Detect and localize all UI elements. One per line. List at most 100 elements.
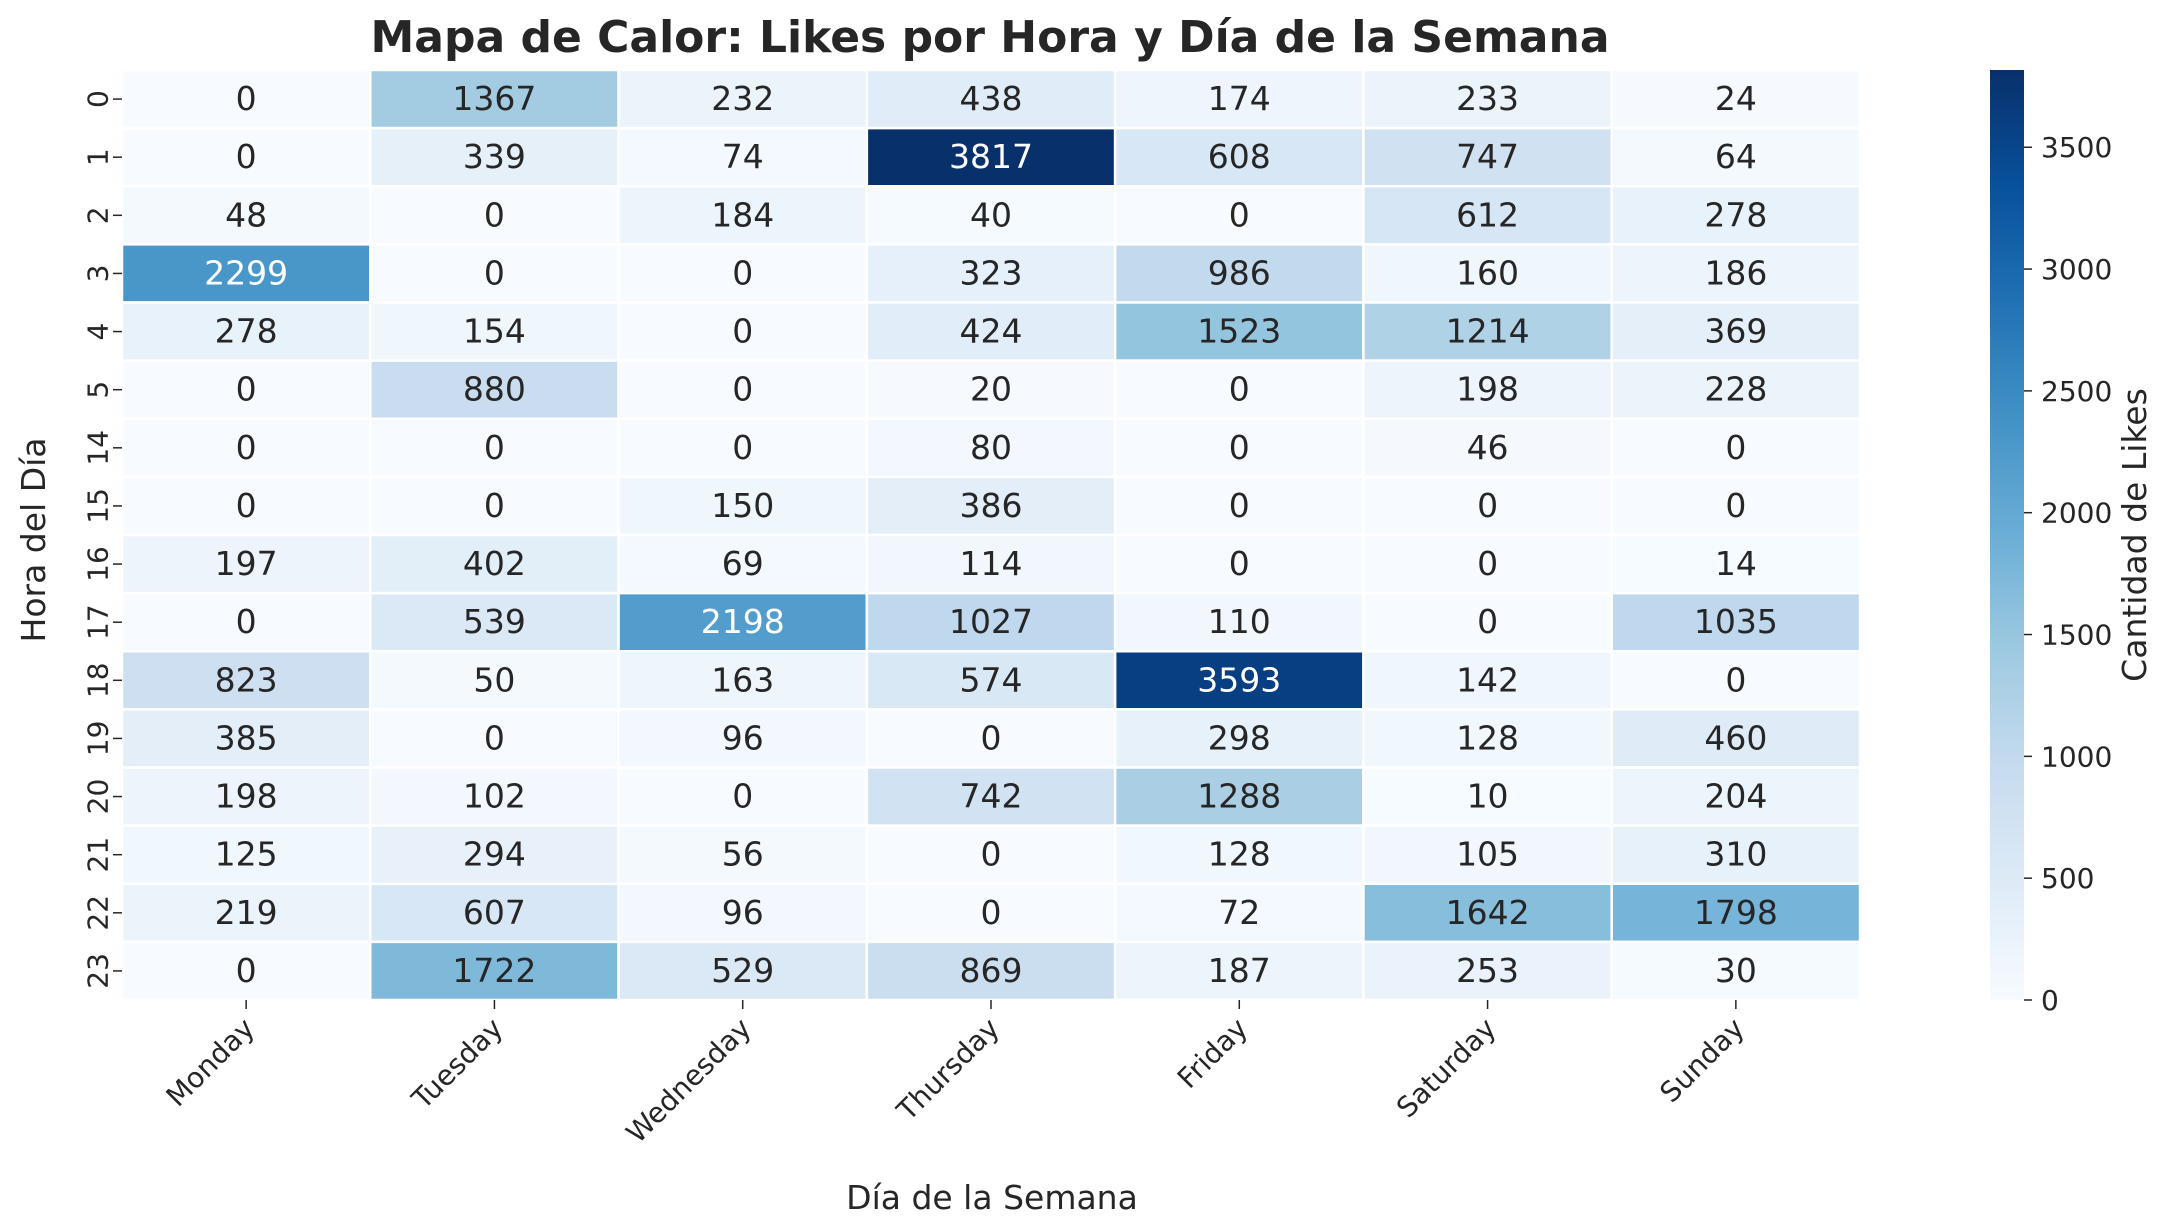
heatmap-cell (1362, 185, 1613, 246)
cell-value-label: 2299 (204, 253, 288, 292)
heatmap-cell (1610, 650, 1862, 711)
cell-value-label: 298 (1208, 718, 1271, 757)
heatmap-cell (1113, 417, 1365, 479)
cell-value-label: 539 (463, 602, 526, 641)
heatmap-cell (1113, 766, 1365, 827)
cell-value-label: 48 (225, 195, 267, 234)
heatmap-cell (1610, 766, 1862, 827)
heatmap-cell (1113, 359, 1365, 420)
cell-value-label: 80 (970, 428, 1012, 467)
colorbar-title: Cantidad de Likes (2115, 388, 2154, 682)
cell-value-label: 460 (1704, 718, 1767, 757)
heatmap-cell (1610, 417, 1862, 479)
heatmap-cell (617, 417, 869, 479)
cell-value-label: 96 (722, 893, 764, 932)
heatmap-cell (369, 243, 620, 304)
cell-value-label: 0 (1725, 428, 1746, 467)
cell-value-label: 184 (711, 195, 774, 234)
cell-value-label: 747 (1456, 137, 1519, 176)
y-tick-label: 17 (82, 604, 115, 640)
cell-value-label: 50 (473, 660, 515, 699)
cell-value-label: 0 (236, 137, 257, 176)
cell-value-label: 438 (960, 79, 1023, 118)
heatmap-cell (617, 766, 869, 827)
cell-value-label: 198 (215, 777, 278, 816)
cell-value-label: 0 (981, 893, 1002, 932)
cell-value-label: 198 (1456, 370, 1519, 409)
cell-value-label: 0 (236, 370, 257, 409)
heatmap-cell (1113, 940, 1365, 1002)
heatmap-cell (1362, 591, 1613, 653)
cell-value-label: 0 (236, 602, 257, 641)
cell-value-label: 402 (463, 544, 526, 583)
heatmap-cell (1362, 824, 1613, 885)
cell-value-label: 0 (484, 486, 505, 525)
y-tick-label: 23 (82, 953, 115, 989)
heatmap-cell (120, 766, 372, 827)
heatmap-cell (1362, 475, 1613, 537)
cell-value-label: 233 (1456, 79, 1519, 118)
cell-value-label: 30 (1715, 951, 1757, 990)
cell-value-label: 1288 (1197, 777, 1281, 816)
x-axis-title: Día de la Semana (846, 1178, 1138, 1217)
heatmap-cell (1113, 533, 1365, 595)
heatmap-cell (617, 301, 869, 362)
cell-value-label: 0 (1477, 544, 1498, 583)
heatmap-cell (1113, 824, 1365, 885)
cell-value-label: 880 (463, 370, 526, 409)
y-tick-label: 14 (82, 430, 115, 466)
y-tick-label: 18 (82, 662, 115, 698)
heatmap-cell (1610, 708, 1862, 769)
heatmap-cell (1113, 708, 1365, 769)
cell-value-label: 386 (960, 486, 1023, 525)
cell-value-label: 608 (1208, 137, 1271, 176)
heatmap-cell (865, 591, 1117, 653)
cell-value-label: 986 (1208, 253, 1271, 292)
heatmap-cell (369, 68, 620, 130)
heatmap-cell (617, 185, 869, 246)
heatmap-cell (120, 882, 372, 944)
heatmap-cell (865, 417, 1117, 479)
cell-value-label: 0 (1229, 195, 1250, 234)
heatmap-cell (1610, 882, 1862, 944)
x-axis-ticks: Monday Tuesday Wednesday Thursday Friday Satu… (160, 1000, 1751, 1150)
cell-value-label: 0 (732, 253, 753, 292)
cell-value-label: 24 (1715, 79, 1757, 118)
heatmap-cell (120, 359, 372, 420)
heatmap-cell (369, 650, 620, 711)
cell-value-label: 102 (463, 777, 526, 816)
cell-value-label: 0 (1229, 486, 1250, 525)
cell-value-label: 128 (1208, 835, 1271, 874)
cell-value-label: 1035 (1694, 602, 1778, 641)
cell-value-label: 0 (236, 79, 257, 118)
cell-value-label: 3817 (949, 137, 1033, 176)
cell-value-label: 1214 (1446, 312, 1530, 351)
heatmap-cell (120, 591, 372, 653)
cell-value-label: 0 (732, 428, 753, 467)
cell-value-label: 310 (1704, 835, 1767, 874)
y-tick-label: 5 (82, 381, 115, 399)
x-tick-label: Monday (160, 1012, 262, 1114)
cell-value-label: 0 (732, 312, 753, 351)
x-tick-label: Tuesday (405, 1012, 510, 1117)
cell-value-label: 1798 (1694, 893, 1778, 932)
heatmap-cell (1362, 882, 1613, 944)
cell-value-label: 869 (960, 951, 1023, 990)
heatmap-cells: 0 1367 232 438 174 233 24 0 339 74 3817 608 747 64 48 0… (120, 68, 1862, 1002)
colorbar-tick-label: 1000 (2041, 740, 2112, 773)
colorbar-tick-label: 500 (2041, 862, 2094, 895)
cell-value-label: 0 (484, 718, 505, 757)
cell-value-label: 823 (215, 660, 278, 699)
cell-value-label: 14 (1715, 544, 1757, 583)
cell-value-label: 232 (711, 79, 774, 118)
y-tick-label: 19 (82, 721, 115, 757)
x-tick-label: Wednesday (620, 1012, 758, 1150)
cell-value-label: 369 (1704, 312, 1767, 351)
cell-value-label: 142 (1456, 660, 1519, 699)
cell-value-label: 46 (1467, 428, 1509, 467)
heatmap-cell (617, 591, 869, 653)
cell-value-label: 0 (981, 718, 1002, 757)
heatmap-cell (1113, 882, 1365, 944)
